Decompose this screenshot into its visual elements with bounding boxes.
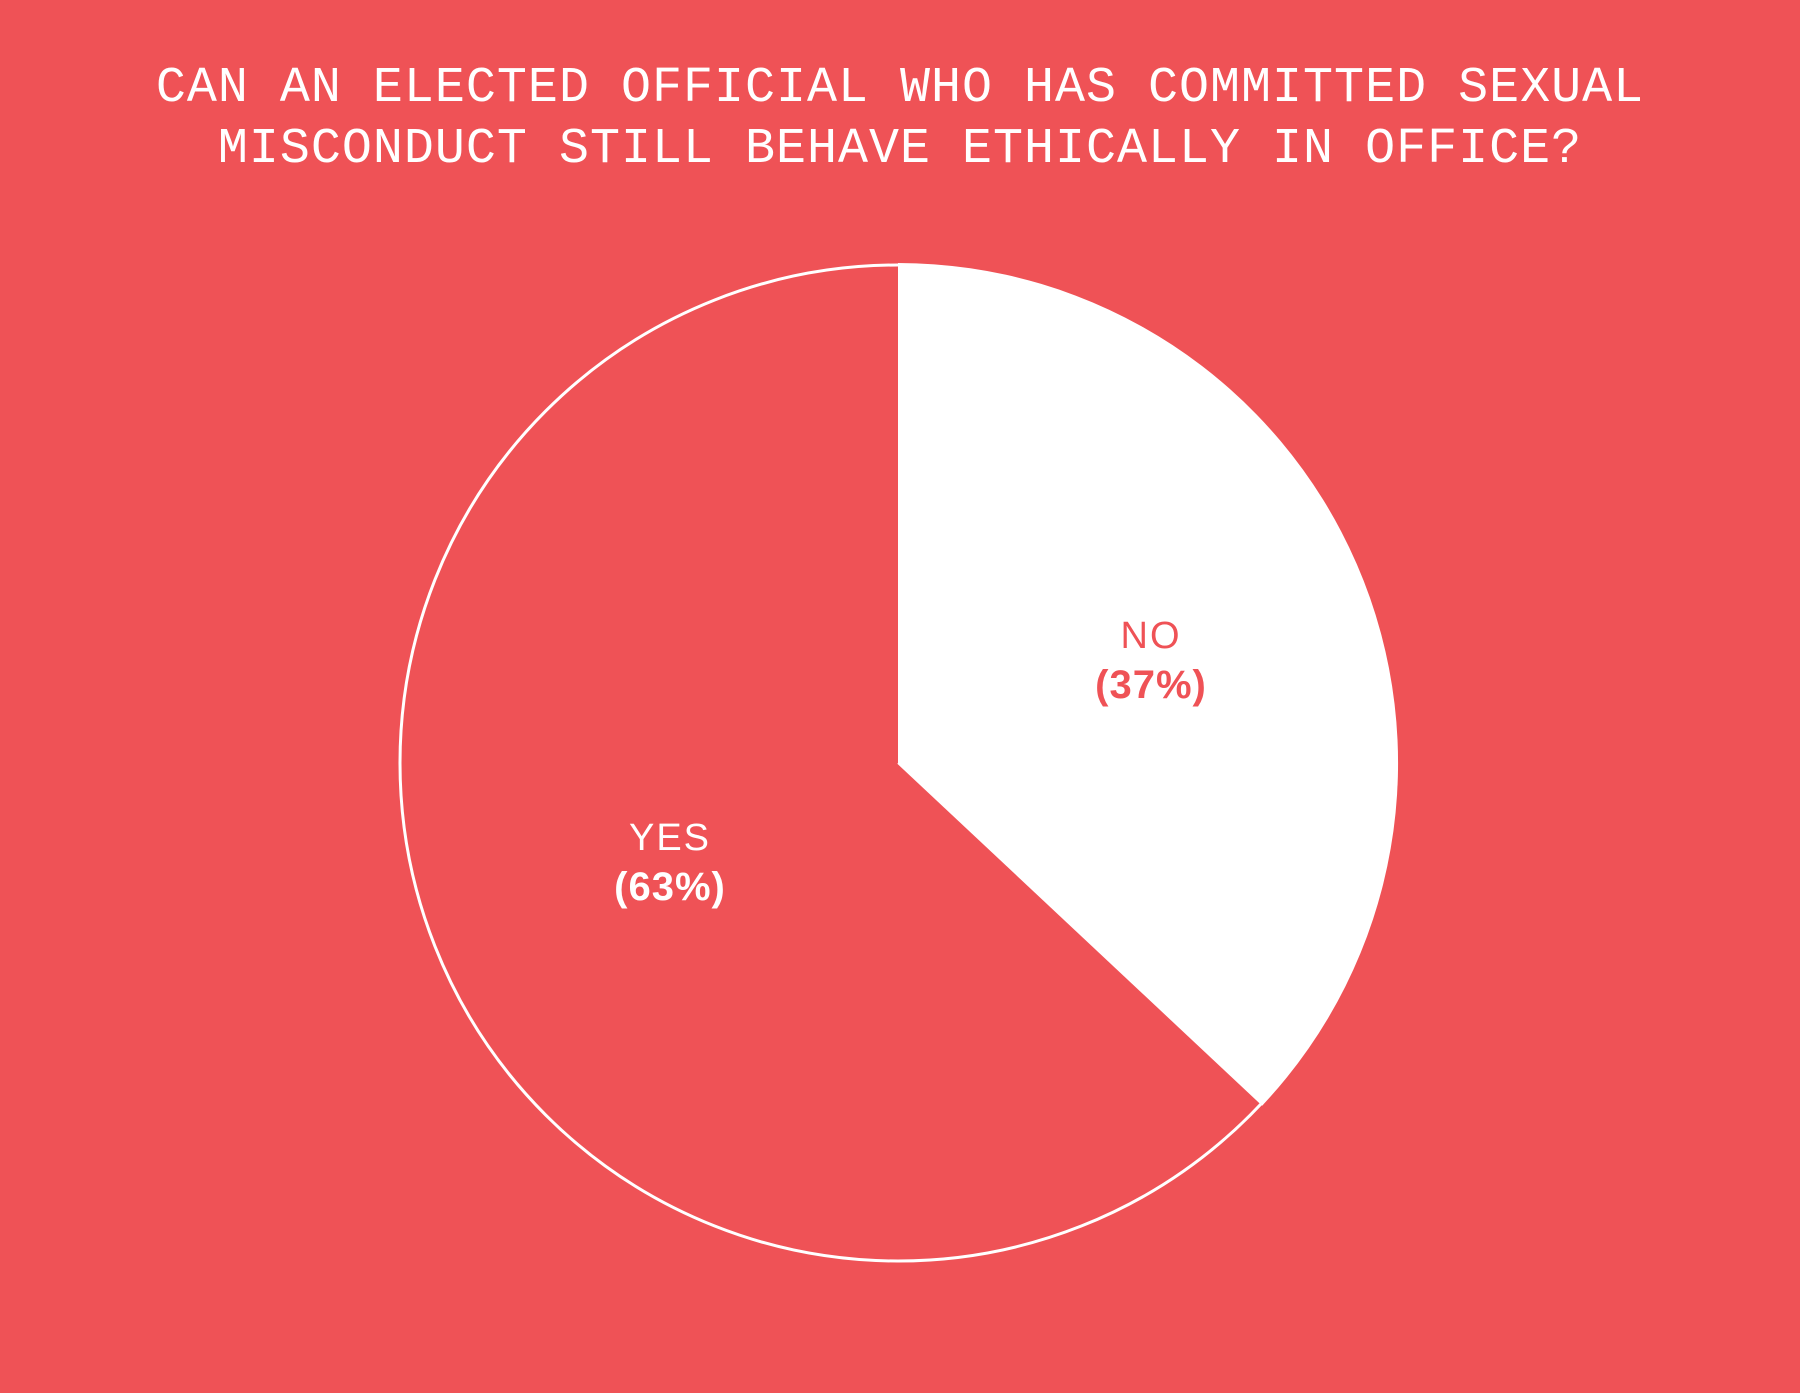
pie-slice-no xyxy=(898,263,1399,1105)
chart-title: CAN AN ELECTED OFFICIAL WHO HAS COMMITTE… xyxy=(0,58,1800,180)
chart-title-line-2: MISCONDUCT STILL BEHAVE ETHICALLY IN OFF… xyxy=(217,121,1583,178)
pie-label-no: NO (37%) xyxy=(1031,612,1271,710)
chart-title-line-1: CAN AN ELECTED OFFICIAL WHO HAS COMMITTE… xyxy=(155,60,1645,117)
pie-slice-divider xyxy=(897,762,1264,1106)
pie-label-no-name: NO xyxy=(1120,615,1182,657)
pie-label-no-percent: (37%) xyxy=(1095,663,1207,707)
pie-label-yes-percent: (63%) xyxy=(614,865,726,909)
pie-label-yes: YES (63%) xyxy=(550,814,790,912)
pie-label-yes-name: YES xyxy=(628,817,712,859)
